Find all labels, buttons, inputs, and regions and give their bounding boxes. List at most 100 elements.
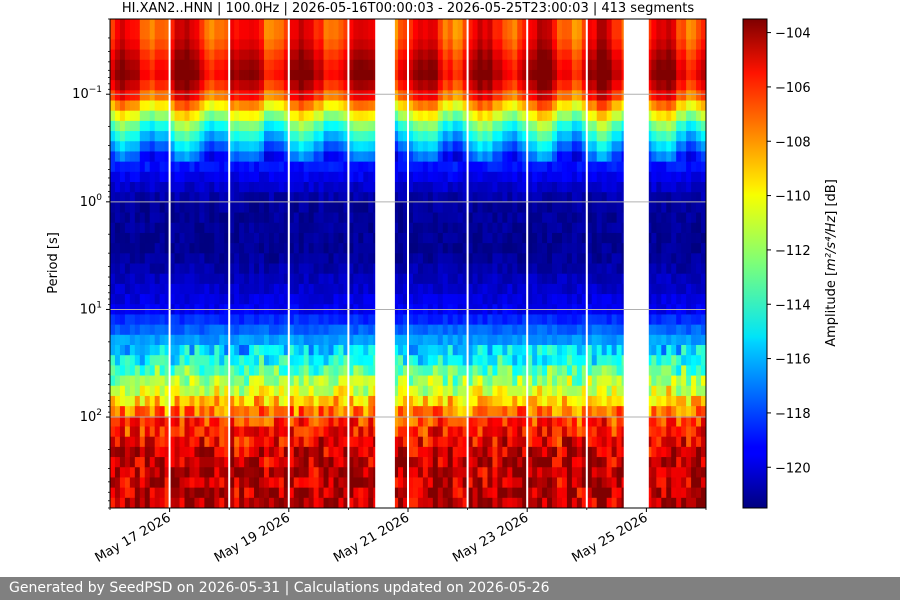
heatmap-cell [144, 314, 151, 326]
heatmap-cell [303, 29, 310, 40]
heatmap-cell [313, 232, 319, 244]
heatmap-cell [254, 202, 260, 213]
heatmap-cell [542, 243, 548, 254]
heatmap-cell [283, 90, 290, 101]
heatmap-cell [110, 171, 116, 183]
heatmap-cell [259, 100, 265, 112]
heatmap-cell [442, 314, 449, 326]
heatmap-cell [432, 355, 439, 366]
heatmap-cell [159, 80, 166, 91]
heatmap-cell [348, 334, 354, 346]
heatmap-cell [114, 345, 121, 356]
heatmap-cell [557, 49, 563, 61]
heatmap-cell [249, 29, 255, 40]
heatmap-cell [224, 487, 230, 499]
heatmap-cell [159, 120, 166, 132]
heatmap-cell [129, 375, 136, 387]
heatmap-cell [249, 39, 255, 50]
heatmap-cell [119, 446, 126, 458]
heatmap-cell [507, 110, 513, 122]
heatmap-cell [477, 131, 483, 142]
heatmap-cell [432, 487, 439, 499]
heatmap-cell [214, 283, 220, 295]
heatmap-cell [457, 334, 464, 346]
heatmap-cell [606, 253, 613, 264]
heatmap-cell [591, 334, 598, 346]
heatmap-cell [338, 365, 344, 376]
heatmap-cell [363, 182, 369, 193]
heatmap-cell [110, 243, 116, 254]
heatmap-cell [124, 232, 131, 244]
heatmap-cell [288, 324, 295, 336]
heatmap-cell [447, 29, 454, 40]
heatmap-cell [353, 151, 359, 163]
heatmap-cell [159, 151, 166, 163]
heatmap-cell [119, 161, 126, 173]
heatmap-cell [576, 446, 583, 458]
heatmap-cell [596, 345, 603, 356]
heatmap-cell [512, 365, 518, 376]
heatmap-cell [209, 182, 215, 193]
heatmap-cell [184, 253, 190, 264]
heatmap-cell [462, 253, 468, 264]
heatmap-cell [119, 263, 126, 275]
heatmap-cell [527, 497, 533, 508]
heatmap-cell [403, 406, 409, 417]
heatmap-cell [119, 416, 126, 427]
heatmap-cell [447, 49, 454, 61]
heatmap-cell [467, 110, 473, 122]
heatmap-cell [184, 457, 190, 468]
heatmap-cell [408, 324, 414, 336]
heatmap-cell [343, 90, 349, 101]
heatmap-cell [591, 69, 598, 81]
heatmap-cell [547, 355, 553, 366]
heatmap-cell [601, 273, 608, 285]
heatmap-cell [333, 446, 339, 458]
heatmap-cell [189, 355, 195, 366]
heatmap-cell [442, 49, 449, 61]
heatmap-cell [497, 477, 503, 489]
heatmap-cell [467, 253, 473, 264]
heatmap-cell [412, 355, 419, 366]
heatmap-cell [542, 467, 548, 478]
heatmap-cell [313, 467, 319, 478]
heatmap-cell [194, 69, 200, 81]
heatmap-cell [278, 202, 285, 213]
heatmap-cell [259, 365, 265, 376]
heatmap-cell [561, 416, 568, 427]
heatmap-cell [323, 457, 329, 468]
heatmap-cell [263, 131, 270, 142]
heatmap-cell [288, 395, 295, 407]
heatmap-cell [442, 416, 449, 427]
heatmap-cell [184, 294, 190, 305]
heatmap-cell [527, 69, 533, 81]
heatmap-cell [139, 80, 146, 91]
heatmap-cell [561, 222, 568, 234]
heatmap-cell [561, 100, 568, 112]
heatmap-cell [323, 314, 329, 326]
heatmap-cell [239, 69, 245, 81]
heatmap-cell [278, 395, 285, 407]
heatmap-cell [338, 49, 344, 61]
heatmap-cell [412, 406, 419, 417]
heatmap-cell [422, 355, 429, 366]
heatmap-cell [273, 385, 280, 397]
heatmap-cell [244, 131, 250, 142]
heatmap-cell [273, 141, 280, 152]
heatmap-cell [333, 110, 339, 122]
heatmap-cell [586, 375, 593, 387]
heatmap-cell [298, 182, 305, 193]
heatmap-cell [179, 446, 185, 458]
heatmap-cell [239, 283, 245, 295]
heatmap-cell [437, 192, 444, 203]
heatmap-cell [596, 141, 603, 152]
heatmap-cell [502, 497, 508, 508]
heatmap-cell [229, 487, 235, 499]
heatmap-cell [606, 182, 613, 193]
heatmap-cell [303, 80, 310, 91]
heatmap-cell [259, 243, 265, 254]
heatmap-cell [249, 141, 255, 152]
heatmap-cell [214, 19, 220, 30]
heatmap-cell [214, 69, 220, 81]
heatmap-cell [566, 39, 573, 50]
